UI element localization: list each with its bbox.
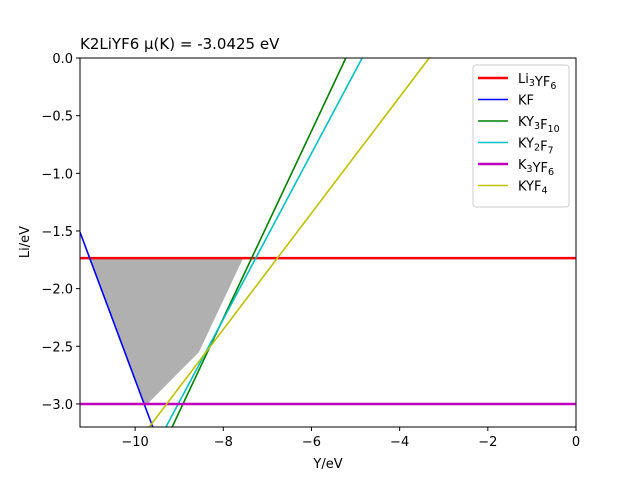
x-axis-ticks: −10 −8 −6 −4 −2 0 [121,427,580,450]
y-tick-label: −2.0 [41,283,73,298]
y-axis-label: Li/eV [18,226,33,258]
y-tick-label: −1.0 [41,167,73,182]
legend-label-k3yf6: K3YF6 [518,158,554,178]
legend-box [472,64,570,208]
series-line-kyf4 [148,58,430,427]
y-tick-label: −0.5 [41,110,73,125]
y-tick-label: −2.5 [41,340,73,355]
series-line-ky3f10 [171,58,347,427]
y-tick-label: −3.0 [41,398,73,413]
legend-label-li3yf6: Li3YF6 [518,72,556,92]
series-lines [80,58,576,427]
plot-frame [79,57,577,428]
x-tick-label: −6 [302,435,321,450]
x-tick-label: −10 [121,435,148,450]
x-tick-label: 0 [572,435,580,450]
legend-label-ky3f10: KY3F10 [518,115,560,135]
chart-title: K2LiYF6 μ(K) = -3.0425 eV [80,35,280,53]
series-line-kf [80,231,154,427]
y-axis-ticks: 0.0 −0.5 −1.0 −1.5 −2.0 −2.5 −3.0 [41,52,80,413]
stable-region [90,258,244,404]
x-axis-label: Y/eV [312,457,342,472]
series-line-ky2f7 [165,58,363,427]
x-tick-label: −4 [390,435,409,450]
x-tick-label: −8 [214,435,233,450]
legend-label-kf: KF [518,94,534,109]
legend-label-ky2f7: KY2F7 [518,137,554,157]
y-tick-label: −1.5 [41,225,73,240]
x-tick-label: −2 [478,435,497,450]
y-tick-label: 0.0 [52,52,73,67]
legend-label-kyf4: KYF4 [518,180,548,197]
stable-region-polygon [90,258,244,404]
